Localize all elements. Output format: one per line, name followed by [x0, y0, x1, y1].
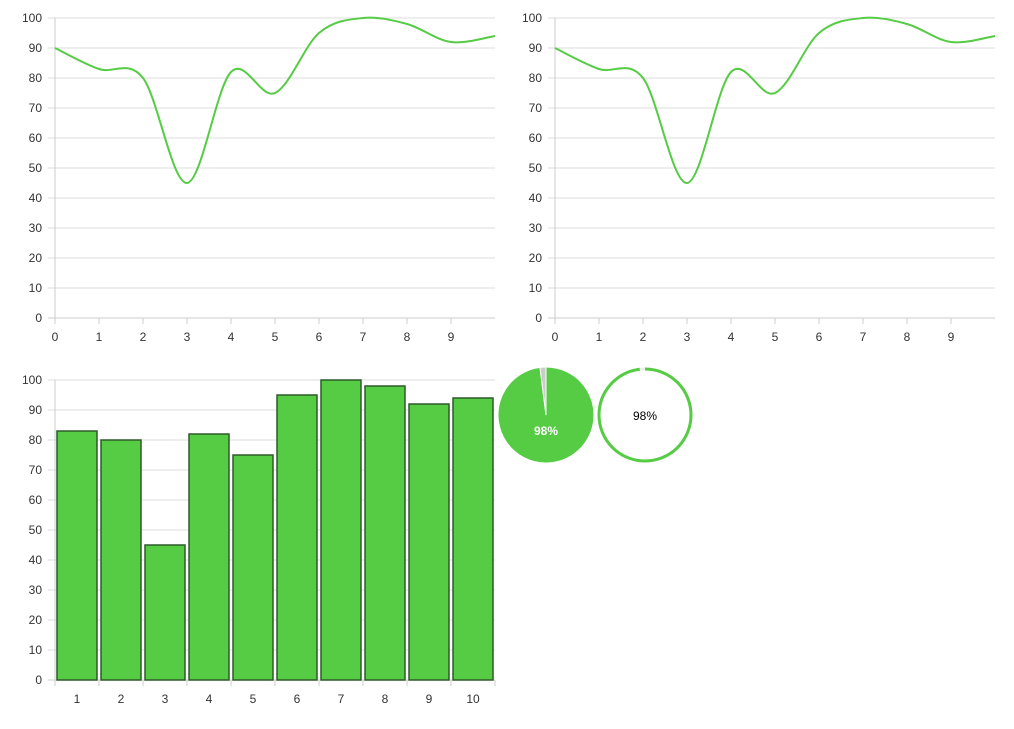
x-tick-label: 8 [382, 692, 389, 706]
x-tick-label: 9 [448, 330, 455, 344]
bar [364, 385, 406, 681]
y-tick-label: 40 [529, 191, 543, 205]
x-tick-label: 6 [316, 330, 323, 344]
y-tick-label: 60 [529, 131, 543, 145]
y-tick-label: 0 [35, 673, 42, 687]
line-chart-2-panel: 0 10 20 30 40 50 60 70 80 90 100 0 1 2 3 4 5 6 7 8 9 [500, 0, 1000, 355]
ring-arc [597, 367, 693, 463]
y-tick-label: 80 [529, 71, 543, 85]
y-tick-label: 20 [529, 251, 543, 265]
ring-label: 98% [633, 409, 657, 423]
ring-chart-panel: 98% [593, 363, 697, 467]
y-tick-label: 10 [29, 643, 43, 657]
x-tick-label: 5 [250, 692, 257, 706]
y-tick-label: 20 [29, 613, 43, 627]
x-tick-label: 9 [426, 692, 433, 706]
bar-chart-panel: 0 10 20 30 40 50 60 70 80 90 100 1 2 3 4 5 6 7 8 9 10 [0, 360, 500, 720]
bar [408, 403, 450, 681]
pie-slice [539, 366, 547, 416]
ring-chart: 98% [597, 367, 693, 463]
x-tick-label: 4 [728, 330, 735, 344]
line-chart-2: 0 10 20 30 40 50 60 70 80 90 100 0 1 2 3 4 5 6 7 8 9 [522, 11, 996, 344]
y-tick-label: 60 [29, 131, 43, 145]
x-tick-label: 2 [118, 692, 125, 706]
bar [188, 433, 230, 681]
y-tick-label: 70 [529, 101, 543, 115]
y-tick-label: 90 [529, 41, 543, 55]
y-tick-label: 0 [35, 311, 42, 325]
y-tick-label: 100 [22, 11, 42, 25]
x-tick-label: 4 [206, 692, 213, 706]
y-tick-label: 10 [29, 281, 43, 295]
y-tick-label: 60 [29, 493, 43, 507]
y-tick-label: 50 [29, 523, 43, 537]
x-tick-label: 8 [904, 330, 911, 344]
pie-chart-panel: 98% [494, 363, 598, 467]
x-tick-label: 6 [816, 330, 823, 344]
line-chart-1-panel: 0 10 20 30 40 50 60 70 80 90 100 0 1 2 3 4 5 6 7 8 9 [0, 0, 500, 355]
x-tick-label: 6 [294, 692, 301, 706]
line-chart-1: 0 10 20 30 40 50 60 70 80 90 100 0 1 2 3 4 5 6 7 8 9 [22, 11, 496, 344]
x-tick-label: 2 [640, 330, 647, 344]
x-tick-label: 8 [404, 330, 411, 344]
bar [144, 544, 186, 681]
y-tick-label: 40 [29, 553, 43, 567]
y-tick-label: 50 [529, 161, 543, 175]
x-tick-label: 3 [162, 692, 169, 706]
bar [320, 379, 362, 681]
y-tick-label: 80 [29, 71, 43, 85]
x-tick-label: 5 [772, 330, 779, 344]
bar [452, 397, 494, 681]
y-tick-label: 40 [29, 191, 43, 205]
x-tick-label: 10 [466, 692, 480, 706]
x-tick-label: 4 [228, 330, 235, 344]
y-tick-label: 90 [29, 41, 43, 55]
x-tick-label: 1 [596, 330, 603, 344]
x-tick-label: 3 [184, 330, 191, 344]
x-tick-label: 3 [684, 330, 691, 344]
bar [232, 454, 274, 681]
y-tick-label: 70 [29, 463, 43, 477]
series-line-1 [54, 16, 496, 185]
y-tick-label: 100 [522, 11, 542, 25]
x-tick-label: 0 [52, 330, 59, 344]
y-tick-label: 20 [29, 251, 43, 265]
y-tick-label: 30 [29, 221, 43, 235]
x-tick-label: 0 [552, 330, 559, 344]
bar [100, 439, 142, 681]
pie-label: 98% [534, 424, 558, 438]
x-tick-label: 1 [96, 330, 103, 344]
y-tick-label: 90 [29, 403, 43, 417]
bar [56, 430, 98, 681]
y-tick-label: 50 [29, 161, 43, 175]
x-tick-label: 1 [74, 692, 81, 706]
y-tick-label: 70 [29, 101, 43, 115]
x-tick-label: 7 [860, 330, 867, 344]
pie-chart: 98% [497, 366, 595, 464]
y-tick-label: 0 [535, 311, 542, 325]
x-tick-label: 2 [140, 330, 147, 344]
y-tick-label: 80 [29, 433, 43, 447]
x-tick-label: 9 [948, 330, 955, 344]
x-tick-label: 7 [360, 330, 367, 344]
x-tick-label: 5 [272, 330, 279, 344]
x-tick-label: 7 [338, 692, 345, 706]
y-tick-label: 100 [22, 373, 42, 387]
bar [276, 394, 318, 681]
bar-chart: 0 10 20 30 40 50 60 70 80 90 100 1 2 3 4 5 6 7 8 9 10 [22, 373, 496, 706]
y-tick-label: 30 [529, 221, 543, 235]
series-line-1 [554, 16, 996, 185]
y-tick-label: 10 [529, 281, 543, 295]
y-tick-label: 30 [29, 583, 43, 597]
